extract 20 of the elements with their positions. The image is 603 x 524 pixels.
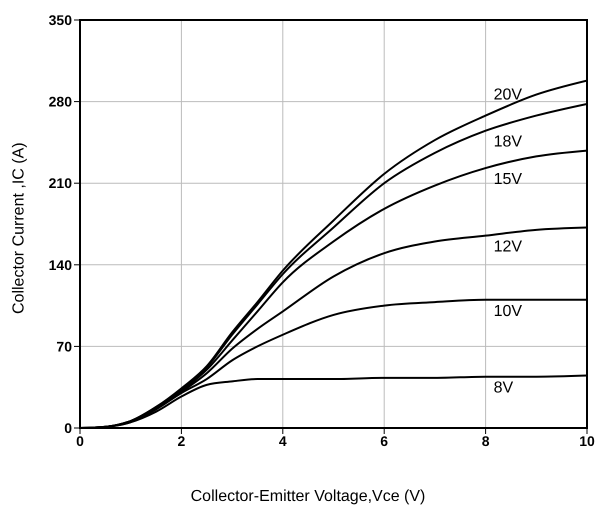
y-tick-label: 210 [48, 175, 72, 192]
x-tick-label: 6 [380, 432, 388, 449]
series-label: 12V [494, 238, 522, 256]
y-tick-label: 280 [48, 94, 72, 110]
series-label: 18V [494, 134, 522, 151]
x-tick-label: 0 [76, 432, 84, 449]
series-label: 15V [494, 171, 522, 188]
x-axis-title: Collector-Emitter Voltage,Vce (V) [190, 488, 426, 506]
x-tick-label: 2 [178, 432, 186, 449]
series-label: 20V [494, 86, 522, 104]
y-tick-label: 140 [48, 256, 72, 273]
y-tick-label: 350 [48, 12, 72, 28]
x-tick-label: 4 [278, 432, 287, 449]
y-tick-label: 0 [64, 420, 72, 436]
x-tick-label: 10 [579, 432, 595, 449]
series-label: 8V [494, 380, 514, 397]
y-tick-label: 70 [56, 338, 72, 354]
y-axis-title: Collector Current ,IC (A) [10, 142, 28, 314]
x-tick-label: 8 [482, 432, 490, 449]
series-label: 10V [494, 302, 522, 320]
